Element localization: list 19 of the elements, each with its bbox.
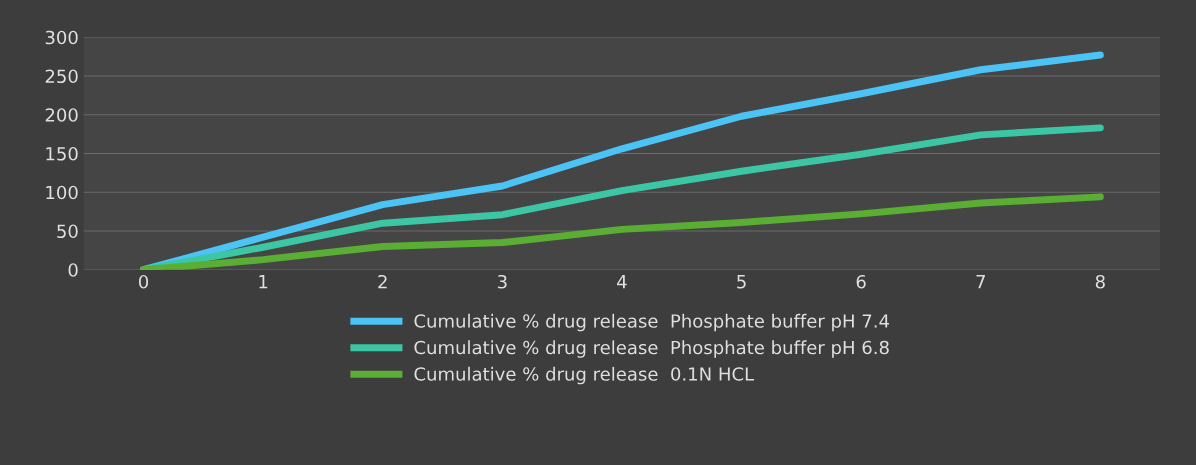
x-tick-label: 3 [497,274,507,289]
y-tick-label: 0 [68,263,78,277]
legend-label: Cumulative % drug release Phosphate buffer pH 6.8 [414,340,889,358]
y-tick-label: 100 [46,185,78,200]
x-tick-label: 4 [617,275,627,289]
y-tick-label: 200 [45,108,78,122]
x-tick-label: 1 [259,275,268,289]
y-tick-label: 50 [57,224,78,239]
y-tick-label: 300 [45,30,78,45]
x-tick-label: 0 [138,274,149,289]
x-tick-label: 5 [737,275,746,289]
x-tick-label: 2 [378,274,387,289]
x-tick-label: 7 [976,275,985,289]
legend-label: Cumulative % drug release Phosphate buffer pH 7.4 [414,313,889,332]
x-tick-label: 6 [856,274,866,289]
legend-label: Cumulative % drug release 0.1N HCL [414,366,755,385]
y-tick-label: 250 [45,69,78,84]
x-tick-label: 8 [1095,274,1105,289]
y-tick-label: 150 [46,146,78,161]
